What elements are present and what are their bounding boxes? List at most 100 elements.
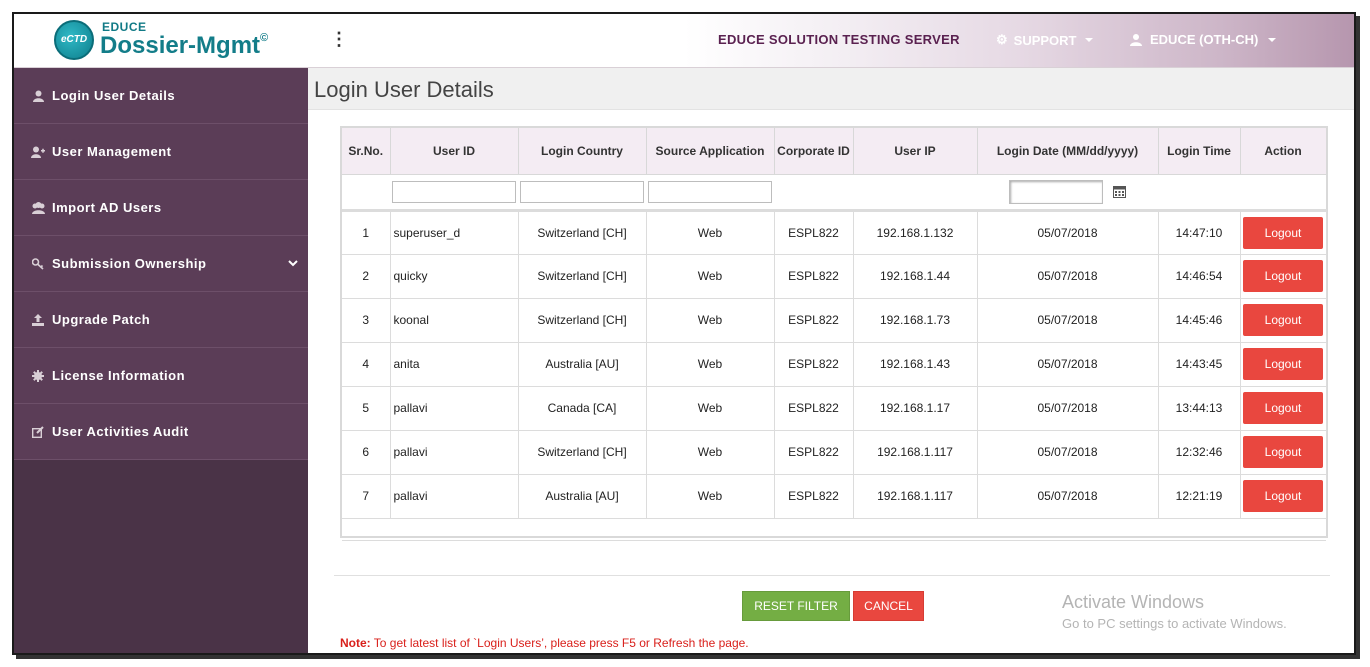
logo-brand-text: EDUCE — [102, 20, 147, 34]
table-row: 2 quicky Switzerland [CH] Web ESPL822 192.168… — [342, 254, 1327, 299]
sidebar: Login User Details User Management Impor… — [14, 68, 308, 653]
column-header-action: Action — [1240, 128, 1327, 175]
sr-no-cell: 4 — [342, 342, 391, 387]
user-ip-cell: 192.168.1.73 — [853, 298, 978, 343]
filter-row — [342, 174, 1326, 212]
login-time-cell: 14:47:10 — [1158, 210, 1241, 255]
logout-button[interactable]: Logout — [1243, 392, 1323, 424]
caret-down-icon — [1268, 37, 1277, 42]
calendar-icon[interactable] — [1113, 185, 1126, 201]
sidebar-item-label: Upgrade Patch — [52, 312, 151, 327]
login-time-cell: 14:46:54 — [1158, 254, 1241, 299]
user-ip-cell: 192.168.1.17 — [853, 386, 978, 431]
user-ip-cell: 192.168.1.132 — [853, 210, 978, 255]
ectd-logo-icon: eCTD — [54, 20, 94, 60]
column-header-source-application[interactable]: Source Application — [646, 128, 775, 175]
action-cell: Logout — [1240, 298, 1327, 343]
login-country-cell: Switzerland [CH] — [518, 210, 647, 255]
corporate-id-cell: ESPL822 — [774, 386, 854, 431]
sidebar-item-label: Submission Ownership — [52, 256, 207, 271]
kebab-menu-icon[interactable]: ⋮ — [330, 29, 348, 49]
sidebar-item-user-activities-audit[interactable]: User Activities Audit — [14, 404, 308, 460]
login-country-filter-input[interactable] — [520, 180, 644, 203]
column-header-user-ip[interactable]: User IP — [853, 128, 978, 175]
sidebar-item-label: User Management — [52, 144, 172, 159]
source-application-filter-input[interactable] — [648, 180, 772, 203]
login-date-cell: 05/07/2018 — [977, 298, 1159, 343]
action-cell: Logout — [1240, 430, 1327, 475]
activate-windows-watermark-subtitle: Go to PC settings to activate Windows. — [1062, 616, 1287, 631]
reset-filter-button[interactable]: RESET FILTER — [742, 591, 850, 621]
login-users-table: Sr.No. User ID Login Country Source Appl… — [342, 128, 1327, 541]
note-text: To get latest list of `Login Users’, ple… — [370, 636, 749, 650]
table-row: 3 koonal Switzerland [CH] Web ESPL822 192.168… — [342, 298, 1327, 343]
top-header: eCTD EDUCE Dossier-Mgmt© ⋮ EDUCE SOLUTIO… — [14, 14, 1354, 68]
logout-button[interactable]: Logout — [1243, 348, 1323, 380]
login-time-cell: 14:43:45 — [1158, 342, 1241, 387]
login-time-cell: 12:21:19 — [1158, 474, 1241, 519]
filter-cell — [518, 174, 646, 212]
main-content: Login User Details Sr.No. User ID Login … — [308, 68, 1354, 653]
support-label: SUPPORT — [1013, 32, 1077, 48]
logout-button[interactable]: Logout — [1243, 304, 1323, 336]
user-icon — [1130, 34, 1142, 46]
user-id-filter-input[interactable] — [392, 180, 516, 203]
app-window: eCTD EDUCE Dossier-Mgmt© ⋮ EDUCE SOLUTIO… — [12, 12, 1356, 655]
login-time-cell: 13:44:13 — [1158, 386, 1241, 431]
sidebar-item-label: License Information — [52, 368, 186, 383]
note-label: Note: — [340, 636, 371, 650]
user-menu[interactable]: EDUCE (OTH-CH) — [1130, 32, 1277, 47]
user-label: EDUCE (OTH-CH) — [1150, 32, 1259, 47]
login-date-cell: 05/07/2018 — [977, 254, 1159, 299]
source-application-cell: Web — [646, 298, 775, 343]
gears-icon: ⚙ — [996, 32, 1008, 47]
login-time-cell: 14:45:46 — [1158, 298, 1241, 343]
support-menu[interactable]: ⚙ SUPPORT — [996, 32, 1093, 48]
column-header-user-id[interactable]: User ID — [390, 128, 519, 175]
user-id-cell: quicky — [390, 254, 519, 299]
logo-title-text: Dossier-Mgmt — [100, 32, 261, 59]
app-logo[interactable]: eCTD EDUCE Dossier-Mgmt© — [54, 18, 284, 64]
user-ip-cell: 192.168.1.117 — [853, 474, 978, 519]
login-date-cell: 05/07/2018 — [977, 342, 1159, 387]
sidebar-item-upgrade-patch[interactable]: Upgrade Patch — [14, 292, 308, 348]
sr-no-cell: 2 — [342, 254, 391, 299]
sidebar-item-login-user-details[interactable]: Login User Details — [14, 68, 308, 124]
sidebar-item-import-ad-users[interactable]: Import AD Users — [14, 180, 308, 236]
logout-button[interactable]: Logout — [1243, 480, 1323, 512]
title-bar: Login User Details — [308, 68, 1354, 110]
logout-button[interactable]: Logout — [1243, 260, 1323, 292]
column-header-login-time[interactable]: Login Time — [1158, 128, 1241, 175]
cancel-button[interactable]: CANCEL — [853, 591, 924, 621]
corporate-id-cell: ESPL822 — [774, 298, 854, 343]
user-ip-cell: 192.168.1.117 — [853, 430, 978, 475]
sidebar-item-license-information[interactable]: License Information — [14, 348, 308, 404]
server-name: EDUCE SOLUTION TESTING SERVER — [718, 32, 960, 47]
sr-no-cell: 1 — [342, 210, 391, 255]
login-country-cell: Switzerland [CH] — [518, 430, 647, 475]
table-row: 6 pallavi Switzerland [CH] Web ESPL822 192.16… — [342, 430, 1327, 475]
logout-button[interactable]: Logout — [1243, 216, 1323, 249]
column-header-corporate-id[interactable]: Corporate ID — [774, 128, 854, 175]
sidebar-item-submission-ownership[interactable]: Submission Ownership — [14, 236, 308, 292]
table-footer-row — [342, 518, 1326, 541]
chevron-down-icon — [288, 256, 298, 270]
activate-windows-watermark-title: Activate Windows — [1062, 592, 1205, 612]
filter-cell — [646, 174, 774, 212]
corporate-id-cell: ESPL822 — [774, 430, 854, 475]
column-header-login-country[interactable]: Login Country — [518, 128, 647, 175]
source-application-cell: Web — [646, 386, 775, 431]
sidebar-item-user-management[interactable]: User Management — [14, 124, 308, 180]
column-header-login-date[interactable]: Login Date (MM/dd/yyyy) — [977, 128, 1159, 175]
logout-button[interactable]: Logout — [1243, 436, 1323, 468]
column-header-sr-no[interactable]: Sr.No. — [342, 128, 391, 175]
table-row: 5 pallavi Canada [CA] Web ESPL822 192.168.1.1… — [342, 386, 1327, 431]
login-date-cell: 05/07/2018 — [977, 210, 1159, 255]
table-footer-cell — [342, 518, 1326, 541]
login-date-filter-input[interactable] — [1009, 179, 1103, 204]
corporate-id-cell: ESPL822 — [774, 254, 854, 299]
refresh-note: Note: To get latest list of `Login Users… — [340, 636, 749, 650]
login-time-cell: 12:32:46 — [1158, 430, 1241, 475]
sidebar-item-label: Import AD Users — [52, 200, 162, 215]
filter-cell — [853, 174, 977, 212]
